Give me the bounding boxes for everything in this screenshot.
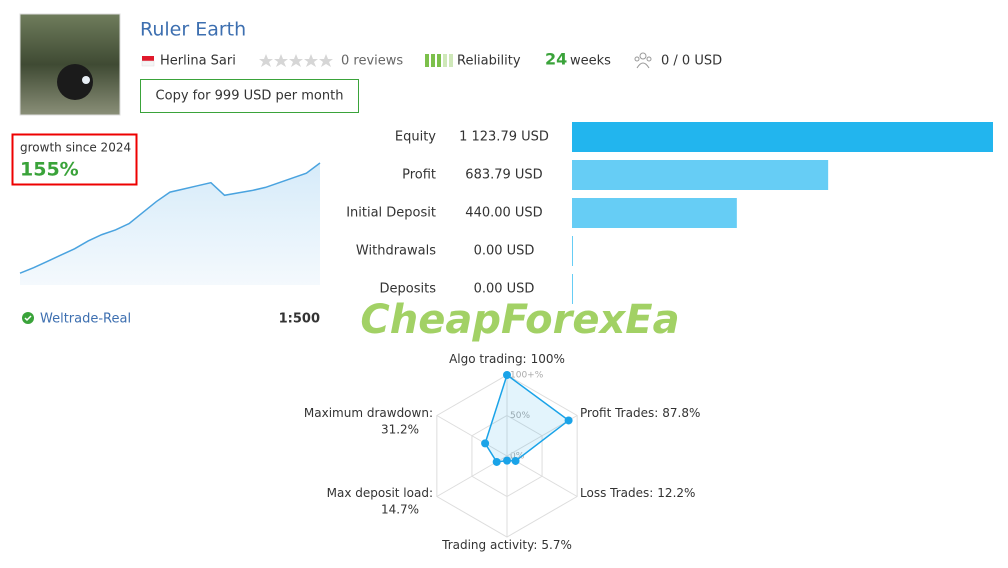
radar-axis-name: Algo trading:	[449, 352, 527, 366]
bar	[572, 198, 737, 228]
radar-axis-name: Profit Trades:	[580, 406, 658, 420]
radar-axis-value: 5.7%	[541, 538, 572, 552]
bar	[572, 236, 573, 266]
reviews[interactable]: 0 reviews	[341, 54, 403, 69]
reliability: Reliability	[457, 54, 521, 69]
radar-point	[503, 456, 511, 465]
leverage: 1:500	[279, 312, 320, 327]
radar-point	[492, 457, 501, 466]
radar-label: Trading activity: 5.7%	[441, 538, 572, 552]
growth-value: 155%	[20, 159, 79, 181]
radar-chart: 0% 50% 100+% Algo trading: 100% Profit Trades…	[304, 352, 700, 552]
radar-axis-value: 12.2%	[657, 486, 695, 500]
radar-area	[484, 373, 570, 463]
avatar-figure	[57, 64, 93, 100]
copy-button[interactable]	[140, 79, 359, 113]
growth-area	[20, 163, 320, 285]
rating-stars	[259, 54, 333, 67]
radar-tick-label: 100+%	[510, 371, 544, 381]
bar-label: Withdrawals	[356, 244, 436, 259]
subscribers: 0 / 0 USD	[661, 54, 722, 69]
bar-value: 440.00 USD	[465, 206, 542, 221]
bar-value: 0.00 USD	[474, 282, 535, 297]
radar-axis-name: Trading activity:	[441, 538, 537, 552]
author[interactable]: Herlina Sari	[160, 54, 236, 69]
bar-label: Equity	[395, 130, 436, 145]
bar-label: Deposits	[380, 282, 437, 297]
radar-point	[564, 416, 573, 425]
radar-label: Maximum drawdown:	[304, 406, 433, 420]
balance-bars: Equity 1 123.79 USD Profit 683.79 USD Initia…	[346, 122, 993, 304]
bar-value: 683.79 USD	[465, 168, 542, 183]
radar-axis-name: Max deposit load:	[327, 486, 433, 500]
weeks-label: weeks	[570, 54, 611, 69]
weeks-count: 24	[545, 50, 567, 69]
radar-spoke	[436, 415, 508, 457]
subscribers-icon	[634, 52, 652, 69]
radar-axis-value: 14.7%	[381, 503, 419, 517]
flag-bottom	[141, 60, 155, 67]
radar-axis-value: 87.8%	[662, 406, 700, 420]
bar-label: Profit	[402, 168, 436, 183]
radar-tick-label: 50%	[510, 411, 530, 421]
watermark: CheapForexEa	[360, 297, 679, 343]
avatar	[19, 13, 121, 116]
radar-label: Profit Trades: 87.8%	[580, 406, 700, 420]
growth-chart	[19, 162, 321, 285]
radar-label: Loss Trades: 12.2%	[580, 486, 695, 500]
growth-box	[11, 133, 138, 186]
radar-axis-name: Loss Trades:	[580, 486, 653, 500]
radar-label: Max deposit load:	[327, 486, 433, 500]
bar	[572, 274, 573, 304]
radar-point	[481, 439, 490, 448]
flag-top	[142, 56, 154, 61]
verified-check	[24, 315, 32, 322]
signal-title[interactable]: Ruler Earth	[140, 19, 246, 41]
growth-line	[19, 162, 321, 274]
reliability-icon	[425, 54, 453, 67]
radar-point	[503, 371, 511, 379]
bar	[572, 160, 829, 190]
radar-axis-name: Maximum drawdown:	[304, 406, 433, 420]
radar-tick-label: 0%	[510, 452, 525, 462]
radar-point	[511, 456, 520, 465]
bar-label: Initial Deposit	[346, 206, 436, 221]
bar-value: 0.00 USD	[474, 244, 535, 259]
bar	[572, 122, 993, 152]
radar-axis-value: 31.2%	[381, 423, 419, 437]
broker[interactable]: Weltrade-Real	[40, 312, 131, 327]
bar-value: 1 123.79 USD	[459, 130, 549, 145]
radar-axis-value: 100%	[531, 352, 565, 366]
avatar-flower	[82, 76, 90, 84]
growth-label: growth since 2024	[20, 141, 131, 155]
radar-label: Algo trading: 100%	[449, 352, 565, 366]
copy-button-label[interactable]: Copy for 999 USD per month	[156, 89, 344, 104]
